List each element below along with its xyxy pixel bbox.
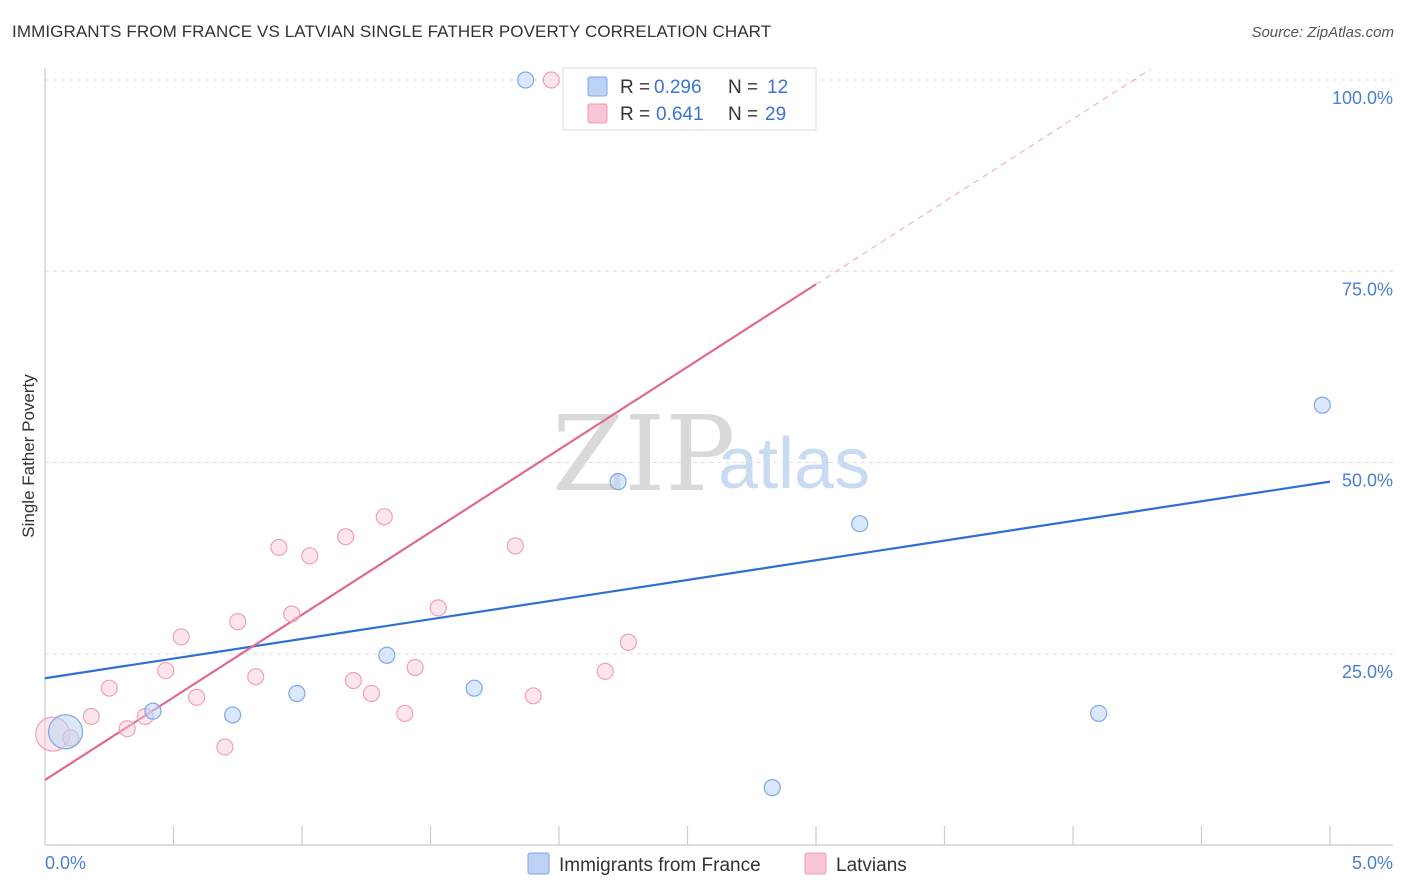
point-latvians-15 [337, 528, 355, 546]
point-latvians-23 [524, 687, 542, 705]
legend-r-value-latvians: 0.641 [656, 104, 704, 125]
legend-r-label-latvians: R = [620, 104, 650, 125]
point-latvians-26 [619, 633, 637, 651]
watermark-atlas: atlas [718, 424, 870, 504]
series-legend: Immigrants from France Latvians [527, 852, 907, 876]
series-legend-swatch-france [527, 852, 550, 875]
point-latvians-25 [596, 662, 614, 680]
y-tick-label-25: 25.0% [1342, 662, 1393, 682]
series-legend-label-france: Immigrants from France [559, 855, 761, 876]
point-france-1 [144, 702, 162, 720]
legend-swatch-france [587, 76, 608, 97]
axes [44, 68, 1393, 846]
point-france-2 [224, 706, 242, 724]
y-axis-label: Single Father Poverty [19, 374, 38, 538]
legend-swatch-latvians [587, 103, 608, 124]
stats-legend: R = 0.296 N = 12 R = 0.641 N = 29 [562, 67, 817, 131]
point-latvians-17 [362, 684, 380, 703]
source-label: Source: ZipAtlas.com [1251, 24, 1394, 41]
point-latvians-2 [82, 707, 100, 726]
point-latvians-14 [301, 547, 319, 565]
point-latvians-24 [542, 71, 560, 89]
point-france-8 [763, 779, 781, 797]
point-france-0 [47, 714, 84, 750]
x-axis-ticks [172, 826, 1331, 845]
x-tick-label-min: 0.0% [45, 853, 86, 873]
point-france-4 [378, 646, 396, 664]
series-legend-swatch-latvians [804, 852, 827, 875]
point-latvians-19 [396, 704, 414, 723]
point-latvians-3 [100, 679, 118, 697]
point-latvians-22 [506, 537, 524, 555]
point-france-6 [516, 71, 535, 89]
trend-line-extension-latvians [815, 69, 1151, 285]
point-latvians-12 [270, 538, 288, 557]
point-latvians-18 [375, 508, 393, 526]
trend-lines [44, 69, 1331, 781]
trend-line-france [44, 480, 1331, 680]
x-tick-label-max: 5.0% [1352, 853, 1393, 873]
point-france-3 [288, 684, 306, 703]
point-latvians-6 [157, 661, 175, 680]
legend-n-value-france: 12 [767, 77, 788, 98]
point-latvians-8 [188, 688, 206, 706]
point-latvians-11 [247, 668, 265, 686]
y-tick-label-100: 100.0% [1332, 88, 1393, 108]
point-latvians-10 [229, 613, 247, 631]
legend-r-label-france: R = [620, 77, 650, 98]
point-latvians-13 [283, 605, 301, 623]
scatter-points [35, 71, 1331, 797]
legend-n-value-latvians: 29 [765, 104, 786, 125]
y-tick-label-75: 75.0% [1342, 279, 1393, 299]
point-france-5 [465, 679, 483, 697]
watermark-zip: ZIP [552, 393, 735, 515]
point-latvians-7 [172, 628, 190, 646]
legend-r-value-france: 0.296 [654, 77, 702, 98]
y-tick-labels: 25.0% 50.0% 75.0% 100.0% [1332, 88, 1393, 682]
chart-title: IMMIGRANTS FROM FRANCE VS LATVIAN SINGLE… [12, 22, 772, 41]
point-latvians-20 [406, 658, 424, 677]
point-france-9 [851, 515, 869, 533]
point-latvians-9 [216, 738, 234, 756]
trend-line-latvians [44, 283, 817, 781]
y-tick-label-50: 50.0% [1342, 471, 1393, 491]
point-latvians-21 [429, 599, 447, 617]
point-france-10 [1090, 704, 1108, 723]
gridlines [45, 79, 1393, 655]
series-legend-label-latvians: Latvians [836, 855, 907, 876]
legend-n-label-latvians: N = [728, 104, 758, 125]
point-france-11 [1313, 396, 1331, 414]
point-latvians-16 [344, 671, 362, 690]
point-france-7 [609, 473, 627, 491]
legend-n-label-france: N = [728, 77, 758, 98]
point-latvians-4 [118, 720, 136, 738]
